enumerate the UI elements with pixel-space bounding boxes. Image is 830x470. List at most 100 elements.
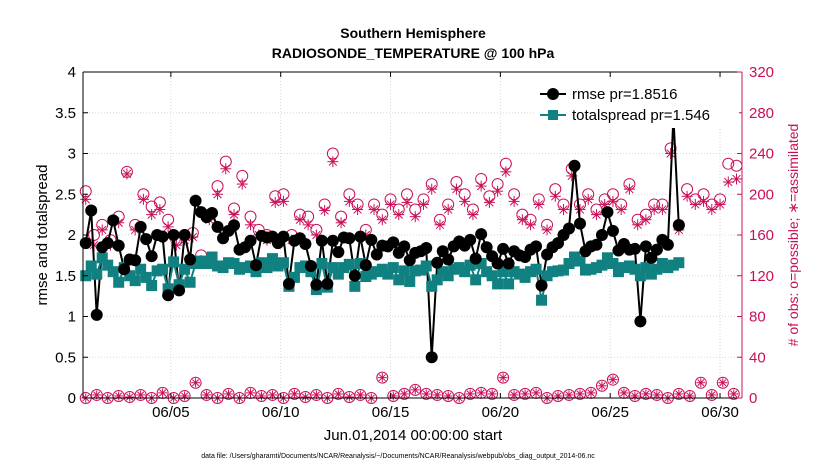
obs-assimilated-stroke — [163, 222, 173, 232]
rmse-point — [145, 250, 158, 263]
obs-assimilated-stroke — [468, 210, 478, 219]
obs-assimilated-stroke — [378, 215, 387, 224]
obs-assimilated-point — [335, 217, 347, 229]
obs-assimilated-point — [162, 221, 174, 233]
obs-assimilated-stroke — [238, 179, 247, 189]
obs-assimilated-stroke — [682, 192, 692, 201]
obs-low-assimilated-point — [498, 373, 508, 383]
obs-assimilated-stroke — [575, 205, 585, 214]
rmse-point — [634, 315, 647, 328]
rmse-point — [134, 220, 147, 233]
obs-assimilated-point — [327, 156, 339, 168]
obs-assimilated-point — [294, 214, 306, 226]
obs-assimilated-stroke — [229, 210, 239, 219]
obs-assimilated-stroke — [600, 200, 609, 209]
obs-assimilated-stroke — [270, 198, 280, 207]
rmse-point — [601, 206, 614, 219]
obs-low-assimilated-point — [520, 389, 530, 399]
y-axis-label-right: # of obs: o=possible; ∗=assimilated — [785, 124, 801, 347]
obs-low-possible-point — [332, 387, 345, 400]
y-right-tick-label: 80 — [749, 309, 766, 326]
obs-assimilated-point — [632, 219, 644, 231]
obs-assimilated-stroke — [697, 379, 705, 387]
obs-assimilated-stroke — [598, 382, 606, 390]
x-tick-label: 06/10 — [262, 404, 300, 421]
obs-assimilated-point — [475, 180, 487, 192]
obs-assimilated-stroke — [312, 230, 321, 240]
obs-assimilated-stroke — [732, 174, 741, 184]
obs-low-possible-point — [705, 388, 718, 401]
obs-assimilated-point — [681, 190, 693, 202]
x-tick-label: 06/15 — [372, 404, 410, 421]
obs-assimilated-point — [385, 198, 397, 210]
obs-assimilated-stroke — [583, 195, 593, 204]
y-right-tick-label: 120 — [749, 268, 774, 285]
x-tick-label: 06/05 — [152, 404, 190, 421]
obs-assimilated-stroke — [353, 205, 362, 214]
obs-assimilated-stroke — [715, 200, 725, 209]
obs-assimilated-stroke — [155, 205, 165, 214]
totalspread-point — [349, 280, 361, 292]
obs-assimilated-stroke — [542, 225, 552, 235]
obs-assimilated-point — [393, 209, 405, 221]
rmse-point — [387, 236, 400, 249]
rmse-point — [348, 269, 361, 282]
obs-low-possible-point — [595, 379, 608, 392]
obs-assimilated-stroke — [658, 205, 667, 214]
legend-rmse-marker — [547, 88, 559, 100]
obs-assimilated-stroke — [609, 376, 617, 384]
obs-assimilated-point — [137, 193, 149, 205]
obs-low-possible-point — [716, 376, 729, 389]
x-tick-label: 06/30 — [701, 404, 739, 421]
obs-assimilated-stroke — [526, 220, 535, 230]
totalspread-point — [157, 263, 169, 275]
obs-assimilated-point — [590, 209, 602, 221]
obs-assimilated-stroke — [345, 393, 353, 401]
obs-assimilated-stroke — [592, 210, 601, 219]
rmse-point — [590, 238, 603, 251]
obs-assimilated-stroke — [675, 390, 683, 398]
obs-low-assimilated-point — [465, 389, 475, 399]
obs-assimilated-stroke — [411, 386, 419, 394]
rmse-point — [573, 217, 586, 230]
rmse-point — [211, 220, 224, 233]
obs-low-assimilated-point — [630, 391, 640, 401]
obs-low-possible-point — [650, 388, 663, 401]
obs-assimilated-point — [212, 188, 224, 200]
rmse-point — [244, 234, 257, 247]
obs-low-assimilated-point — [685, 391, 695, 401]
rmse-point — [326, 234, 339, 247]
rmse-point — [156, 230, 169, 243]
obs-assimilated-stroke — [334, 390, 342, 398]
legend-spread-marker — [548, 110, 558, 120]
totalspread-point — [404, 275, 416, 287]
obs-low-assimilated-point — [619, 388, 629, 398]
totalspread-point — [470, 274, 482, 286]
rmse-point — [332, 246, 345, 259]
obs-assimilated-stroke — [400, 390, 408, 398]
obs-low-assimilated-point — [224, 389, 234, 399]
obs-assimilated-point — [154, 204, 166, 216]
obs-low-assimilated-point — [300, 392, 310, 402]
obs-assimilated-point — [549, 190, 561, 202]
obs-assimilated-point — [533, 198, 545, 210]
y-right-tick-label: 160 — [749, 227, 774, 244]
obs-assimilated-point — [352, 204, 364, 216]
rmse-point — [431, 256, 444, 269]
obs-assimilated-point — [121, 168, 133, 180]
obs-assimilated-stroke — [303, 220, 313, 230]
obs-assimilated-stroke — [386, 200, 395, 209]
obs-assimilated-stroke — [708, 391, 716, 399]
obs-low-assimilated-point — [191, 378, 201, 388]
obs-assimilated-point — [146, 209, 158, 221]
rmse-point — [140, 233, 153, 246]
obs-low-possible-point — [694, 376, 707, 389]
obs-assimilated-stroke — [551, 192, 560, 201]
obs-assimilated-stroke — [443, 205, 453, 214]
obs-assimilated-point — [467, 209, 479, 221]
obs-low-assimilated-point — [718, 378, 728, 388]
obs-low-possible-point — [178, 389, 191, 402]
totalspread-point — [146, 280, 158, 292]
obs-assimilated-stroke — [356, 391, 364, 399]
